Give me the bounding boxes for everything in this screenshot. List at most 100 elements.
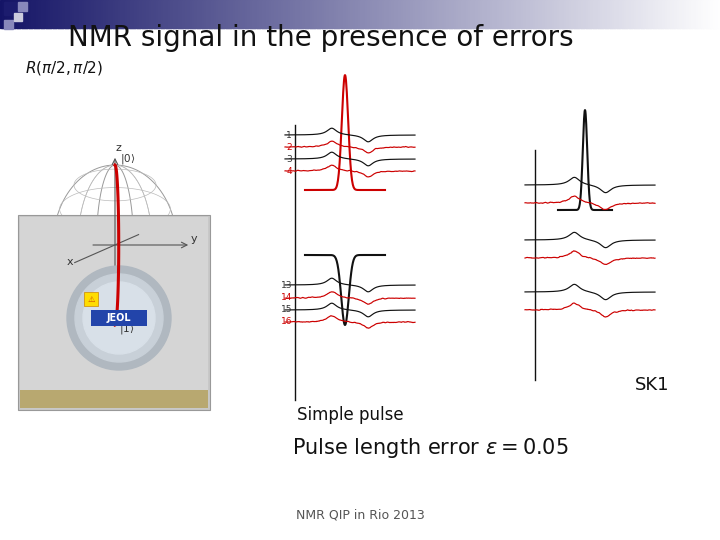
Bar bbox=[307, 0, 310, 28]
Bar bbox=[495, 0, 498, 28]
Bar bbox=[696, 0, 699, 28]
Bar bbox=[564, 0, 567, 28]
Bar bbox=[362, 0, 366, 28]
Bar bbox=[636, 0, 639, 28]
Bar bbox=[86, 0, 90, 28]
Bar bbox=[521, 0, 524, 28]
Bar bbox=[2, 0, 6, 28]
Bar bbox=[329, 0, 332, 28]
Bar bbox=[29, 0, 32, 28]
Bar bbox=[511, 0, 515, 28]
Bar bbox=[120, 0, 123, 28]
Bar bbox=[166, 0, 169, 28]
Bar bbox=[235, 0, 238, 28]
Bar bbox=[77, 0, 80, 28]
Bar bbox=[293, 0, 296, 28]
Bar bbox=[228, 0, 231, 28]
Bar bbox=[523, 0, 526, 28]
Bar bbox=[324, 0, 328, 28]
Text: NMR signal in the presence of errors: NMR signal in the presence of errors bbox=[68, 24, 574, 52]
Bar bbox=[360, 0, 364, 28]
Bar bbox=[233, 0, 236, 28]
Bar bbox=[646, 0, 649, 28]
Bar bbox=[574, 0, 577, 28]
Bar bbox=[209, 0, 212, 28]
Bar bbox=[423, 0, 426, 28]
Bar bbox=[65, 0, 68, 28]
Bar bbox=[247, 0, 251, 28]
Text: $|1\rangle$: $|1\rangle$ bbox=[119, 322, 134, 336]
Bar bbox=[125, 0, 128, 28]
Bar bbox=[238, 0, 241, 28]
Bar bbox=[593, 0, 596, 28]
Bar bbox=[682, 0, 685, 28]
Text: 2: 2 bbox=[287, 143, 292, 152]
Bar bbox=[711, 0, 714, 28]
Bar bbox=[110, 0, 114, 28]
Bar bbox=[459, 0, 462, 28]
Bar bbox=[571, 0, 575, 28]
Bar bbox=[161, 0, 164, 28]
Bar bbox=[643, 0, 647, 28]
Bar bbox=[394, 0, 397, 28]
Bar bbox=[595, 0, 598, 28]
Bar bbox=[310, 0, 313, 28]
Bar bbox=[562, 0, 565, 28]
Bar bbox=[333, 0, 337, 28]
Bar bbox=[9, 0, 13, 28]
Bar bbox=[441, 0, 445, 28]
Bar bbox=[576, 0, 580, 28]
Bar bbox=[461, 0, 464, 28]
Text: Pulse length error $\epsilon = 0.05$: Pulse length error $\epsilon = 0.05$ bbox=[292, 436, 568, 460]
Bar bbox=[451, 0, 454, 28]
Bar bbox=[81, 0, 85, 28]
Bar bbox=[662, 0, 666, 28]
Bar bbox=[590, 0, 594, 28]
Bar bbox=[657, 0, 661, 28]
Bar bbox=[430, 0, 433, 28]
Bar bbox=[22, 0, 25, 28]
Bar bbox=[250, 0, 253, 28]
Bar bbox=[437, 0, 440, 28]
Bar bbox=[367, 0, 371, 28]
Bar bbox=[312, 0, 315, 28]
Circle shape bbox=[75, 274, 163, 362]
Bar bbox=[94, 0, 97, 28]
Bar bbox=[513, 0, 517, 28]
Bar bbox=[20, 217, 208, 408]
Bar bbox=[499, 0, 503, 28]
Bar bbox=[650, 0, 654, 28]
Bar bbox=[629, 0, 632, 28]
Bar bbox=[444, 0, 447, 28]
Bar bbox=[369, 0, 373, 28]
Bar bbox=[7, 0, 11, 28]
Bar bbox=[475, 0, 479, 28]
Bar bbox=[4, 2, 17, 15]
Bar bbox=[374, 0, 378, 28]
Bar bbox=[583, 0, 587, 28]
Bar bbox=[108, 0, 112, 28]
Bar bbox=[569, 0, 572, 28]
Bar bbox=[497, 0, 500, 28]
Bar bbox=[675, 0, 678, 28]
Bar bbox=[626, 0, 630, 28]
Bar bbox=[336, 0, 339, 28]
Bar bbox=[60, 0, 63, 28]
Bar bbox=[91, 310, 147, 326]
Bar bbox=[578, 0, 582, 28]
Bar bbox=[379, 0, 382, 28]
Bar bbox=[281, 0, 284, 28]
Bar bbox=[192, 0, 195, 28]
Bar bbox=[698, 0, 702, 28]
Text: SK1: SK1 bbox=[635, 376, 670, 394]
Bar bbox=[12, 0, 15, 28]
Bar bbox=[600, 0, 603, 28]
Bar bbox=[348, 0, 351, 28]
Bar bbox=[353, 0, 356, 28]
Bar bbox=[14, 13, 22, 21]
Bar bbox=[686, 0, 690, 28]
Bar bbox=[199, 0, 202, 28]
Bar bbox=[72, 0, 76, 28]
Bar bbox=[153, 0, 157, 28]
Bar bbox=[614, 0, 618, 28]
